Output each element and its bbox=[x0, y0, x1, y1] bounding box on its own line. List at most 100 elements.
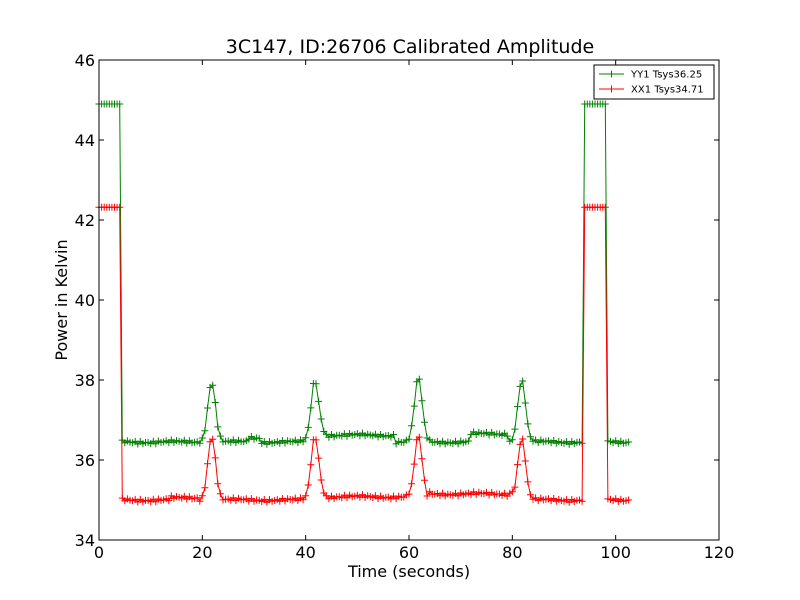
data-point bbox=[317, 415, 325, 423]
y-tick-label: 42 bbox=[75, 211, 95, 230]
series-layer bbox=[95, 100, 633, 506]
data-point bbox=[526, 491, 534, 499]
data-point bbox=[299, 496, 307, 504]
data-point bbox=[209, 435, 217, 443]
data-point bbox=[511, 425, 519, 433]
x-tick-label: 80 bbox=[502, 543, 522, 562]
data-point bbox=[601, 100, 609, 108]
data-point bbox=[390, 431, 397, 438]
y-axis-title: Power in Kelvin bbox=[52, 239, 71, 360]
legend-marker bbox=[608, 70, 615, 78]
x-tick-label: 20 bbox=[192, 543, 212, 562]
data-point bbox=[201, 484, 209, 492]
data-point bbox=[415, 375, 423, 383]
data-point bbox=[255, 434, 263, 442]
data-point bbox=[508, 488, 516, 496]
chart-title: 3C147, ID:26706 Calibrated Amplitude bbox=[226, 36, 594, 58]
plot-area-frame bbox=[98, 59, 720, 541]
y-tick-label: 46 bbox=[75, 51, 95, 70]
data-point bbox=[516, 382, 524, 390]
data-point bbox=[216, 490, 224, 498]
data-point bbox=[625, 438, 633, 446]
data-point bbox=[423, 492, 431, 500]
data-point bbox=[511, 483, 519, 491]
data-point bbox=[307, 404, 315, 412]
data-point bbox=[526, 433, 534, 441]
data-point bbox=[516, 440, 524, 448]
data-point bbox=[196, 439, 204, 447]
data-point bbox=[196, 497, 204, 505]
data-point bbox=[524, 420, 532, 428]
data-point bbox=[519, 435, 527, 443]
data-point bbox=[165, 497, 173, 505]
data-point bbox=[198, 492, 206, 500]
data-point bbox=[421, 418, 428, 426]
data-point bbox=[405, 490, 413, 498]
data-point bbox=[415, 433, 423, 441]
data-point bbox=[315, 454, 323, 462]
ticks-layer: 0 20 40 60 80 100 120 34 36 38 40 42 44 46 bbox=[75, 51, 735, 562]
data-point bbox=[514, 461, 521, 469]
data-point bbox=[307, 461, 315, 469]
legend-label: XX1 Tsys34.71 bbox=[631, 85, 704, 96]
data-point bbox=[601, 203, 609, 211]
data-point bbox=[211, 399, 219, 406]
data-point bbox=[418, 397, 426, 405]
data-point bbox=[302, 434, 310, 442]
data-point bbox=[521, 457, 529, 465]
series-line bbox=[99, 103, 629, 445]
data-point bbox=[408, 480, 416, 488]
legend-marker bbox=[608, 85, 615, 93]
data-point bbox=[521, 399, 529, 407]
legend-entry: YY1 Tsys36.25 bbox=[599, 70, 702, 81]
data-point bbox=[503, 432, 511, 440]
data-point bbox=[410, 402, 418, 410]
data-point bbox=[410, 460, 418, 468]
data-point bbox=[578, 497, 586, 505]
data-point bbox=[214, 423, 222, 431]
data-point bbox=[418, 455, 426, 463]
data-point bbox=[211, 454, 219, 462]
y-tick-label: 44 bbox=[75, 131, 95, 150]
data-point bbox=[524, 478, 532, 486]
x-axis-title: Time (seconds) bbox=[347, 562, 470, 581]
x-tick-label: 120 bbox=[704, 543, 735, 562]
data-point bbox=[315, 397, 323, 405]
x-tick-label: 100 bbox=[600, 543, 631, 562]
data-point bbox=[312, 436, 320, 444]
x-tick-label: 40 bbox=[295, 543, 315, 562]
y-tick-label: 38 bbox=[75, 371, 95, 390]
x-tick-label: 0 bbox=[94, 543, 104, 562]
series-1 bbox=[95, 203, 633, 506]
data-point bbox=[317, 476, 325, 484]
data-point bbox=[514, 403, 521, 411]
data-point bbox=[421, 476, 428, 484]
x-tick-label: 60 bbox=[399, 543, 419, 562]
series-0 bbox=[95, 100, 633, 448]
data-point bbox=[304, 481, 312, 489]
series-line bbox=[99, 206, 629, 503]
data-point bbox=[116, 100, 124, 108]
data-point bbox=[519, 377, 527, 385]
data-point bbox=[204, 404, 211, 412]
y-tick-label: 36 bbox=[75, 451, 95, 470]
data-point bbox=[216, 432, 224, 440]
legend-entry: XX1 Tsys34.71 bbox=[599, 85, 704, 96]
y-tick-label: 34 bbox=[75, 531, 95, 550]
data-point bbox=[405, 435, 413, 443]
data-point bbox=[299, 438, 307, 446]
data-point bbox=[116, 203, 124, 211]
data-point bbox=[198, 434, 206, 442]
data-point bbox=[408, 422, 416, 430]
legend-box bbox=[593, 64, 715, 100]
data-point bbox=[304, 423, 312, 431]
data-point bbox=[214, 480, 222, 488]
data-point bbox=[625, 496, 633, 504]
data-point bbox=[209, 381, 217, 389]
data-point bbox=[312, 380, 320, 388]
y-tick-label: 40 bbox=[75, 291, 95, 310]
legend: YY1 Tsys36.25 XX1 Tsys34.71 bbox=[593, 64, 715, 100]
data-point bbox=[302, 492, 310, 500]
legend-label: YY1 Tsys36.25 bbox=[630, 70, 702, 81]
